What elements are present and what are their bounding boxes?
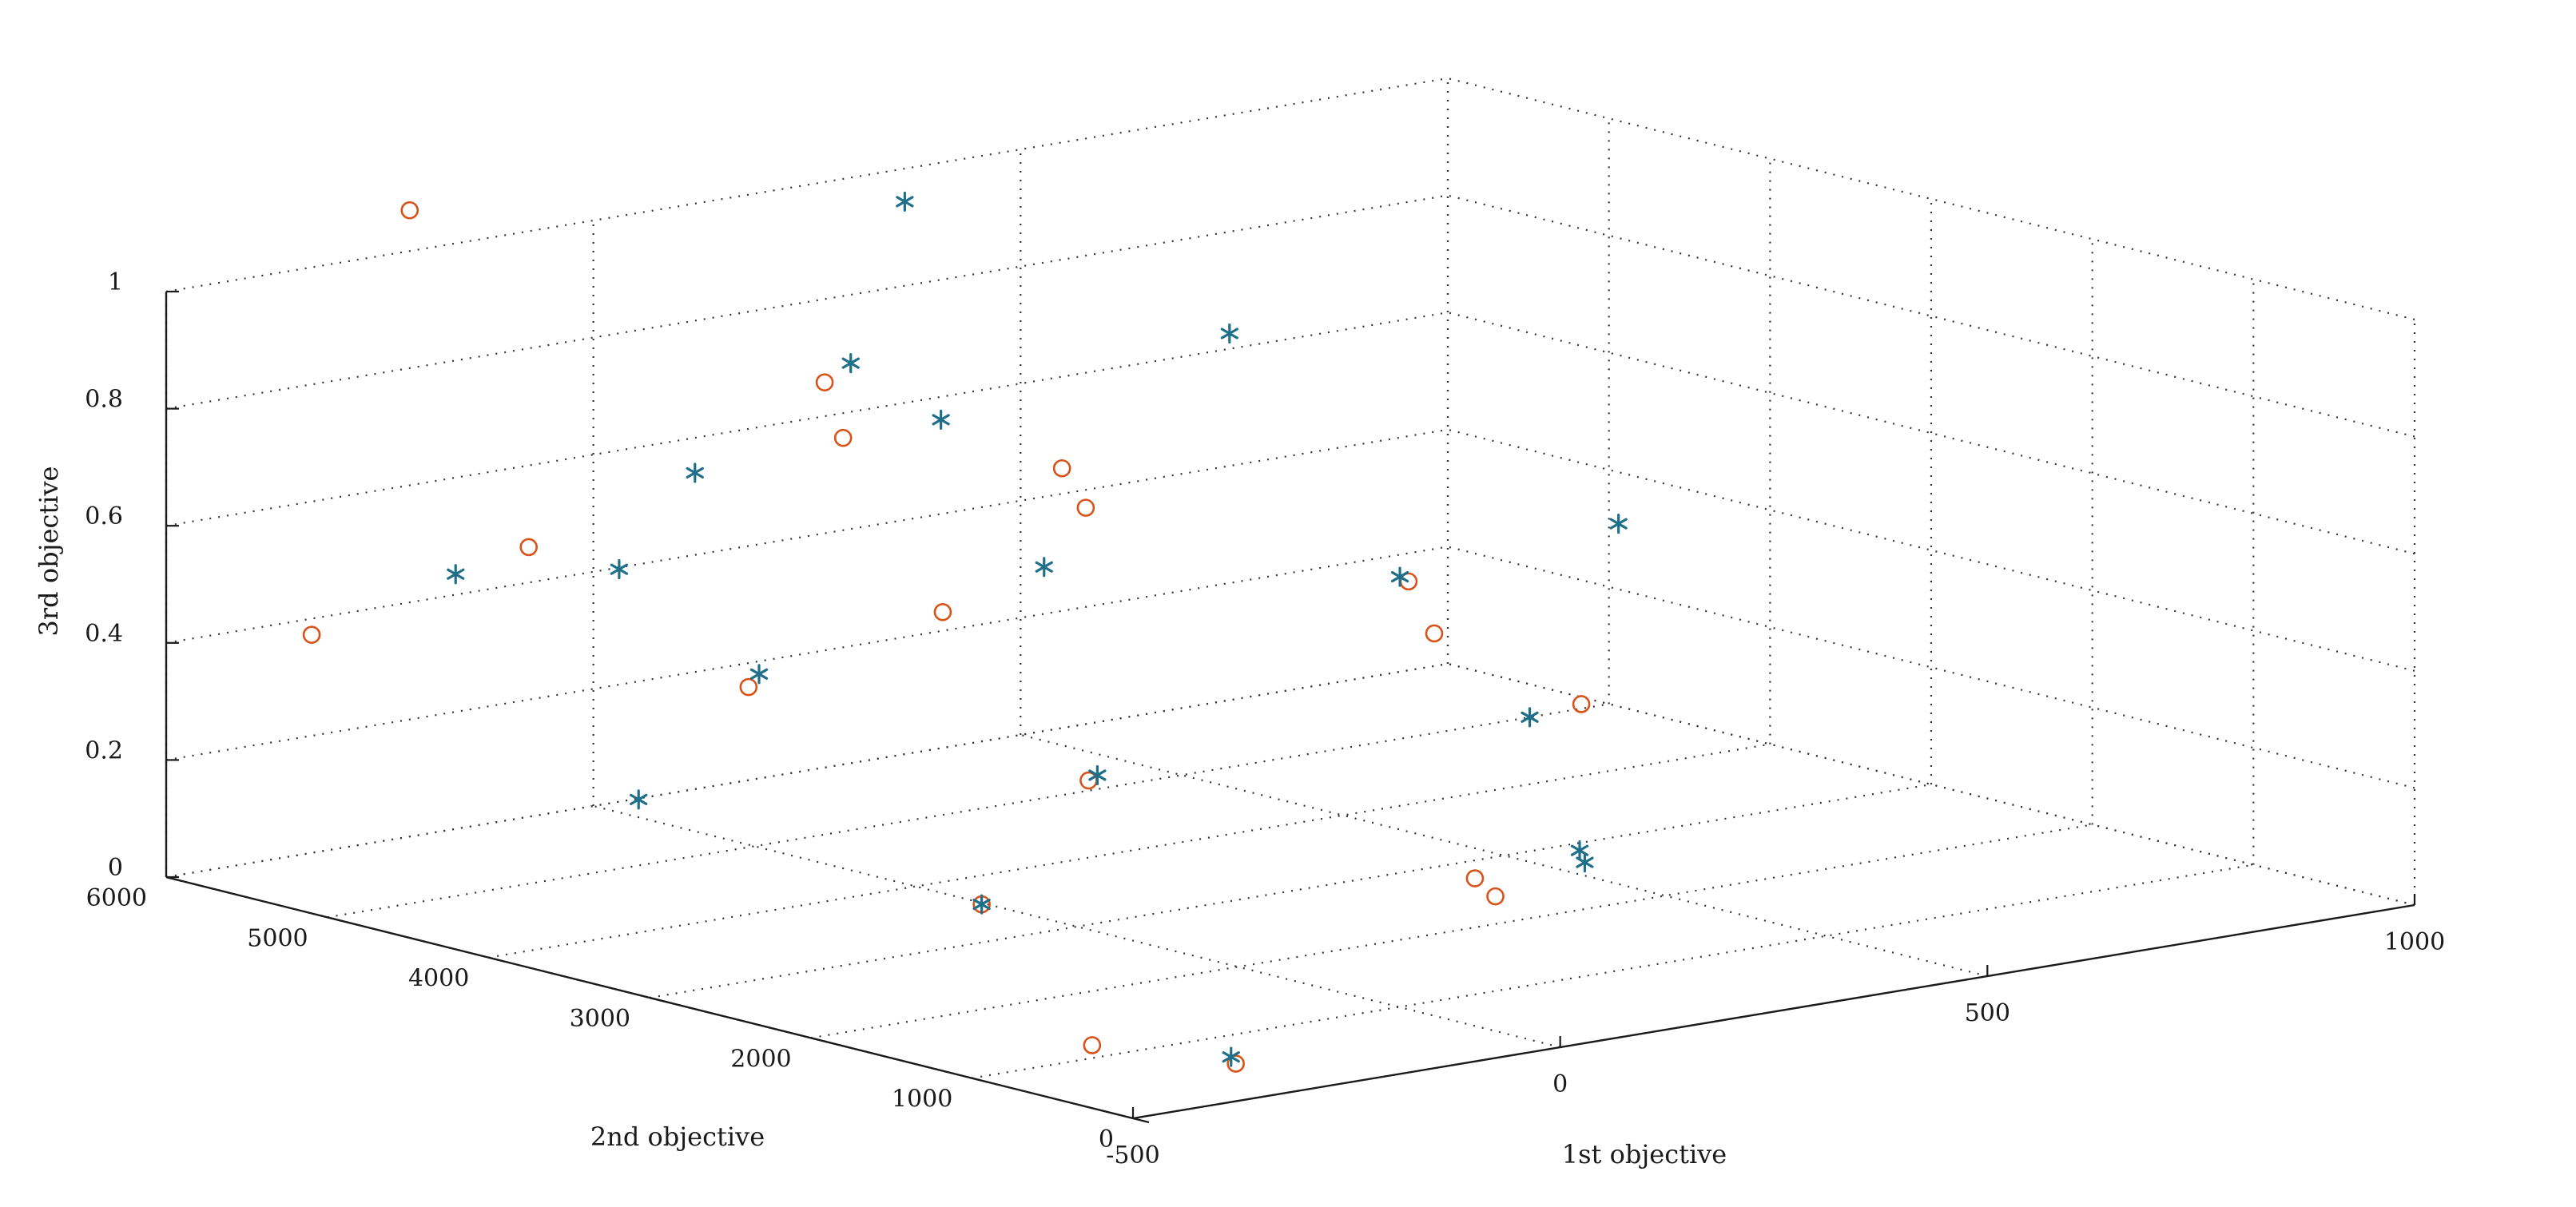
x-tick-label: 0	[1552, 1070, 1568, 1098]
circle-marker	[1465, 869, 1485, 887]
floor-grid-line	[327, 703, 1609, 919]
y-tick	[327, 916, 344, 923]
x-tick-label: 1000	[2384, 928, 2445, 956]
asterisk-stroke	[1576, 856, 1594, 868]
floor-grid-line	[593, 804, 1560, 1049]
z-axis-label: 3rd objective	[34, 467, 64, 637]
circle-marker	[1079, 771, 1098, 790]
asterisk-stroke	[1088, 769, 1107, 781]
asterisk-stroke	[841, 357, 860, 369]
y-tick	[810, 1037, 827, 1043]
y-tick-label: 1000	[892, 1086, 952, 1114]
back-wall-grid-line	[165, 312, 1449, 527]
asterisk-marker	[610, 559, 629, 580]
z-tick-label: 0.4	[85, 620, 123, 648]
x-axis-line	[1132, 903, 2415, 1120]
asterisk-marker	[447, 564, 465, 585]
asterisk-stroke	[630, 793, 648, 805]
data-points	[302, 191, 1628, 1073]
asterisk-stroke	[1220, 328, 1238, 339]
y-axis-label: 2nd objective	[590, 1122, 765, 1152]
back-wall-grid-line	[165, 428, 1449, 644]
z-tick-label: 0.6	[85, 502, 123, 530]
asterisk-marker	[1220, 323, 1238, 344]
back-wall-grid-line	[165, 546, 1449, 761]
asterisk-marker	[630, 789, 648, 810]
x-tick-label: -500	[1106, 1141, 1159, 1169]
asterisk-marker	[896, 191, 914, 212]
axes	[165, 290, 2416, 1124]
circle-marker	[1572, 695, 1591, 713]
circle-marker	[519, 538, 539, 557]
grid	[165, 77, 2416, 1120]
z-tick-label: 1	[108, 268, 123, 296]
circle-marker	[1083, 1036, 1102, 1054]
right-wall-grid-line	[1447, 194, 2415, 438]
circle-marker	[400, 201, 419, 220]
asterisk-marker	[1609, 514, 1628, 534]
y-tick-label: 2000	[730, 1045, 791, 1073]
asterisk-stroke	[1570, 844, 1589, 856]
circle-marker	[302, 625, 321, 644]
right-wall-grid-line	[1447, 546, 2415, 789]
y-tick	[1132, 1117, 1150, 1124]
asterisk-marker	[1576, 852, 1594, 873]
circle-marker	[1486, 887, 1505, 906]
circle-marker	[933, 602, 952, 621]
z-tick-label: 0.8	[85, 386, 123, 414]
asterisk-marker	[1390, 566, 1409, 587]
y-tick	[649, 996, 666, 1003]
asterisk-marker	[1035, 557, 1053, 578]
asterisk-marker	[1521, 707, 1539, 728]
back-wall-grid-line	[165, 77, 1449, 293]
asterisk-stroke	[1222, 1051, 1240, 1063]
x-axis-label: 1st objective	[1562, 1139, 1727, 1169]
asterisk-stroke	[1609, 518, 1628, 530]
y-tick-label: 4000	[408, 965, 469, 993]
floor-grid-line	[810, 824, 2093, 1039]
asterisk-stroke	[932, 414, 950, 426]
right-wall-grid-line	[1447, 312, 2415, 555]
z-tick-label: 0	[108, 854, 123, 882]
circle-marker	[833, 428, 853, 447]
y-tick-label: 0	[1099, 1126, 1114, 1153]
asterisk-marker	[1222, 1046, 1240, 1067]
asterisk-stroke	[1035, 561, 1053, 573]
x-tick-label: 500	[1965, 999, 2010, 1027]
asterisk-marker	[749, 664, 769, 685]
circle-marker	[1052, 459, 1071, 478]
y-tick-label: 5000	[247, 924, 308, 952]
circle-marker	[1076, 498, 1095, 517]
tick-labels: -50005001000010002000300040005000600000.…	[85, 268, 2445, 1169]
circle-marker	[1425, 624, 1444, 643]
y-tick	[972, 1077, 988, 1083]
z-tick-label: 0.2	[85, 737, 123, 764]
asterisk-marker	[686, 463, 704, 483]
floor-grid-line	[649, 783, 1932, 999]
floor-grid-line	[1020, 733, 1988, 978]
asterisk-stroke	[686, 467, 704, 479]
asterisk-marker	[972, 894, 991, 915]
asterisk-stroke	[447, 568, 465, 580]
back-wall-grid-line	[165, 662, 1449, 879]
asterisk-stroke	[972, 898, 991, 911]
y-tick	[488, 956, 505, 963]
y-tick-label: 6000	[86, 884, 147, 912]
asterisk-stroke	[1521, 711, 1539, 723]
asterisk-marker	[1088, 764, 1107, 786]
asterisk-stroke	[610, 563, 629, 575]
asterisk-stroke	[896, 196, 914, 208]
back-wall-grid-line	[165, 194, 1449, 410]
circle-marker	[739, 677, 758, 697]
asterisk-stroke	[1390, 570, 1409, 583]
asterisk-stroke	[749, 668, 769, 680]
floor-grid-line	[972, 864, 2254, 1079]
circle-marker	[815, 373, 834, 391]
y-tick-label: 3000	[570, 1005, 630, 1033]
asterisk-marker	[841, 352, 860, 374]
asterisk-marker	[932, 409, 950, 430]
